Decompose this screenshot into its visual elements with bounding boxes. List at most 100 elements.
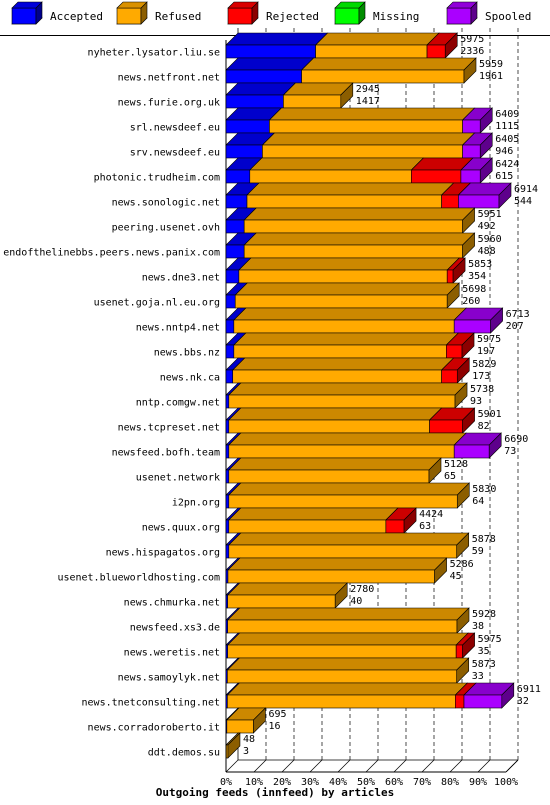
bar-segment-spooled — [458, 194, 500, 209]
bar-segment-top-refused — [300, 57, 477, 71]
bar-segment-refused — [227, 619, 458, 634]
accepted-count: 492 — [478, 221, 496, 232]
bar-segment-top-refused — [226, 632, 469, 646]
legend-swatch-face — [446, 7, 472, 25]
bar-segment-accepted — [225, 144, 263, 159]
bar-segment-top-refused — [228, 507, 399, 521]
offered-count: 5830 — [472, 484, 496, 495]
bar-segment-rejected — [385, 519, 405, 534]
accepted-count: 82 — [478, 421, 490, 432]
row-label: usenet.goja.nl.eu.org — [94, 298, 220, 309]
bar-end-side — [479, 157, 493, 184]
accepted-count: 33 — [472, 671, 484, 682]
row-label: ddt.demos.su — [148, 748, 220, 759]
bar-end-side — [227, 732, 241, 759]
bar-segment-top-refused — [268, 107, 476, 121]
bar-segment-refused — [301, 69, 465, 84]
x-tick-label: 60% — [385, 777, 403, 788]
bar-segment-top-refused — [228, 382, 468, 396]
bar-segment-rejected — [455, 644, 463, 659]
floor-tick — [393, 759, 407, 773]
bar-segment-top-refused — [228, 532, 470, 546]
row-label: news.corradoroberto.it — [88, 723, 220, 734]
bar-segment-accepted — [225, 394, 230, 409]
offered-count: 5128 — [444, 459, 468, 470]
bar-segment-accepted — [225, 169, 251, 184]
legend-swatch-face — [11, 7, 37, 25]
legend-swatch-face — [227, 7, 253, 25]
x-tick-label: 10% — [245, 777, 263, 788]
offered-count: 5878 — [472, 534, 496, 545]
offered-count: 48 — [243, 734, 255, 745]
bar-segment-refused — [226, 719, 254, 734]
bar-segment-top-refused — [228, 432, 467, 446]
bar-end-side — [498, 182, 512, 209]
offered-count: 6914 — [514, 184, 538, 195]
bar-segment-refused — [315, 44, 428, 59]
bar-segment-spooled — [453, 444, 490, 459]
bar-segment-refused — [269, 119, 463, 134]
bar-segment-top-refused — [238, 257, 460, 271]
bar-segment-refused — [228, 494, 458, 509]
offered-count: 5951 — [478, 209, 502, 220]
offered-count: 6911 — [517, 684, 541, 695]
bar-row: endofthelinebbs.peers.news.panix.com 5960… — [3, 232, 502, 259]
row-label: usenet.network — [136, 473, 220, 484]
bar-segment-refused — [249, 169, 412, 184]
x-tick-label: 30% — [301, 777, 319, 788]
offered-count: 2945 — [356, 84, 380, 95]
bar-segment-rejected — [429, 419, 463, 434]
offered-count: 5853 — [468, 259, 492, 270]
bar-segment-accepted — [225, 94, 284, 109]
accepted-count: 1115 — [495, 121, 519, 132]
floor-tick — [309, 759, 323, 773]
row-label: peering.usenet.ovh — [112, 223, 220, 234]
bar-segment-refused — [234, 294, 448, 309]
bar-end-side — [501, 682, 515, 709]
offered-count: 695 — [268, 709, 286, 720]
bar-segment-top-refused — [228, 457, 442, 471]
accepted-count: 615 — [495, 171, 513, 182]
bar-segment-top-refused — [228, 482, 471, 496]
bar-segment-accepted — [225, 69, 302, 84]
offered-count: 6409 — [495, 109, 519, 120]
bar-segment-top-refused — [227, 557, 448, 571]
bar-end-side — [490, 307, 503, 334]
accepted-count: 544 — [514, 196, 532, 207]
x-tick-label: 20% — [273, 777, 291, 788]
legend-label: Refused — [155, 10, 201, 23]
offered-count: 5873 — [472, 659, 496, 670]
accepted-count: 65 — [444, 471, 456, 482]
floor-tick — [281, 759, 295, 773]
accepted-count: 73 — [504, 446, 516, 457]
bar-segment-top-accepted — [225, 57, 315, 71]
row-label: srv.newsdeef.eu — [130, 148, 220, 159]
bar-end-side — [452, 257, 466, 284]
x-tick-label: 100% — [494, 777, 518, 788]
row-label: news.bbs.nz — [154, 348, 220, 359]
row-label: newsfeed.xs3.de — [130, 623, 220, 634]
bar-end-side — [454, 382, 468, 409]
plot-area: 0% 10% 20% 30% 40% 50% 60% 70% 80% 90% 100% nyheter… — [3, 28, 541, 788]
bar-end-side — [462, 207, 475, 234]
offered-count: 5975 — [478, 634, 502, 645]
bar-segment-accepted — [225, 469, 230, 484]
bar-segment-spooled — [460, 169, 481, 184]
x-tick-label: 40% — [329, 777, 347, 788]
accepted-count: 173 — [472, 371, 490, 382]
row-label: newsfeed.bofh.team — [112, 448, 220, 459]
bar-end-side — [479, 107, 493, 134]
bar-segment-accepted — [225, 319, 235, 334]
bar-end-side — [253, 707, 266, 734]
